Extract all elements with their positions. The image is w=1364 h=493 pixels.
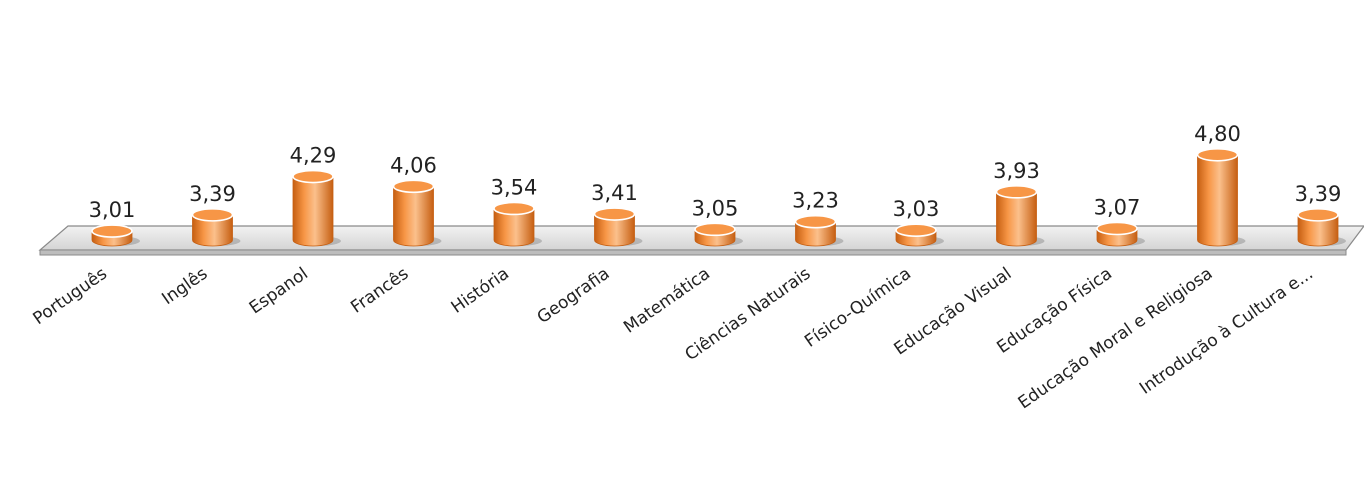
bar: [694, 222, 736, 247]
category-label: Espanol: [246, 264, 312, 319]
category-label: Introdução à Cultura e...: [1136, 264, 1317, 399]
bar: [1196, 148, 1239, 247]
category-label: Matemática: [620, 264, 714, 338]
data-label: 3,39: [189, 182, 236, 206]
category-label: Inglês: [158, 264, 211, 309]
bar: [493, 201, 535, 247]
bar: [1096, 221, 1138, 247]
bar: [91, 224, 133, 247]
data-label: 4,29: [290, 144, 337, 168]
category-label: Francês: [347, 264, 412, 318]
data-label: 3,39: [1295, 182, 1342, 206]
data-label: 3,23: [792, 189, 839, 213]
data-label: 3,54: [491, 175, 538, 199]
data-label: 3,07: [1094, 195, 1141, 219]
category-label: Português: [29, 264, 111, 329]
data-label: 3,93: [993, 159, 1040, 183]
bar: [794, 214, 837, 247]
data-label: 3,03: [893, 197, 940, 221]
chart-floor-edge: [39, 249, 1347, 256]
category-label: Geografia: [534, 264, 614, 328]
data-label: 3,05: [692, 196, 739, 220]
data-label: 4,80: [1194, 122, 1241, 146]
data-label: 4,06: [390, 153, 437, 177]
bar: [191, 208, 234, 247]
bar: [895, 223, 937, 247]
bar: [1297, 208, 1339, 247]
bar: [392, 179, 435, 247]
category-label: Educação Moral e Religiosa: [1015, 264, 1217, 414]
bar: [292, 169, 334, 247]
bar: [593, 207, 636, 247]
data-label: 3,41: [591, 181, 638, 205]
data-label: 3,01: [89, 198, 136, 222]
category-label: História: [448, 264, 513, 318]
bar: [995, 185, 1038, 247]
